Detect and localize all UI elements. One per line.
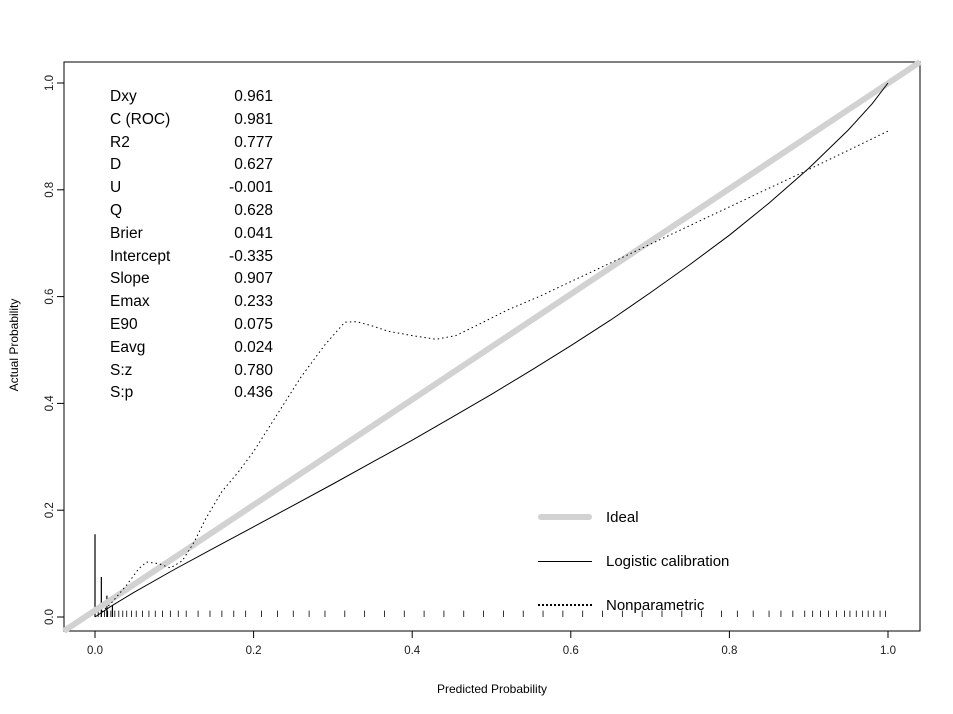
stat-value: -0.001 bbox=[229, 179, 273, 197]
stat-value: 0.961 bbox=[234, 88, 273, 105]
stat-name: Slope bbox=[110, 270, 150, 288]
y-tick-label: 0.4 bbox=[44, 395, 56, 412]
stat-value: 0.777 bbox=[234, 133, 273, 151]
stat-name: Brier bbox=[110, 224, 143, 242]
stat-row-brier: Brier 0.041 bbox=[110, 223, 273, 246]
logistic-calibration-line bbox=[94, 82, 889, 618]
stat-name: D bbox=[110, 156, 122, 174]
x-tick-label: 0.8 bbox=[721, 645, 737, 657]
stat-value: 0.436 bbox=[234, 384, 273, 402]
ideal-line bbox=[62, 59, 922, 634]
legend-line-sample bbox=[538, 514, 592, 520]
stat-name: Q bbox=[110, 201, 123, 219]
stat-value: 0.981 bbox=[234, 110, 273, 128]
legend-item-logistic-calibration: Logistic calibration bbox=[538, 539, 729, 583]
stat-value: 0.075 bbox=[234, 315, 273, 333]
stat-name: C (ROC) bbox=[110, 110, 171, 128]
statistics-panel: Dxy 0.961 C (ROC) 0.981 R2 0.777 D 0.627 U -0.001… bbox=[110, 86, 273, 405]
stat-row-emax: Emax 0.233 bbox=[110, 291, 273, 314]
legend: Ideal Logistic calibration Nonparametric bbox=[538, 495, 729, 627]
y-tick-label: 0.2 bbox=[44, 502, 56, 518]
stat-row-r2: R2 0.777 bbox=[110, 132, 273, 155]
y-axis-title: Actual Probability bbox=[7, 298, 21, 392]
stat-value: 0.233 bbox=[234, 293, 273, 311]
stat-name: S:z bbox=[110, 361, 133, 379]
stat-name: Emax bbox=[110, 293, 150, 311]
stat-name: U bbox=[110, 179, 122, 197]
stat-row-dxy: Dxy 0.961 bbox=[110, 86, 273, 109]
stat-name: Dxy bbox=[110, 88, 137, 105]
x-axis-title: Predicted Probability bbox=[436, 682, 548, 696]
stat-value: -0.335 bbox=[229, 247, 273, 265]
stat-row-u: U -0.001 bbox=[110, 177, 273, 200]
stat-name: S:p bbox=[110, 384, 134, 402]
x-tick-label: 0.4 bbox=[404, 645, 421, 657]
stat-row-s-p: S:p 0.436 bbox=[110, 382, 273, 405]
plot-border bbox=[63, 61, 921, 632]
stat-row-c-roc-: C (ROC) 0.981 bbox=[110, 109, 273, 132]
stat-row-e90: E90 0.075 bbox=[110, 314, 273, 337]
nonparametric-line bbox=[97, 130, 889, 616]
x-tick-label: 0.0 bbox=[87, 645, 103, 657]
stat-value: 0.628 bbox=[234, 201, 273, 219]
stat-value: 0.780 bbox=[234, 361, 273, 379]
stat-row-s-z: S:z 0.780 bbox=[110, 360, 273, 383]
x-tick-label: 0.2 bbox=[246, 645, 262, 657]
legend-label: Ideal bbox=[606, 508, 639, 526]
legend-label: Nonparametric bbox=[606, 596, 705, 614]
stat-value: 0.041 bbox=[234, 224, 273, 242]
legend-item-nonparametric: Nonparametric bbox=[538, 583, 729, 627]
stat-name: E90 bbox=[110, 315, 138, 333]
stat-row-d: D 0.627 bbox=[110, 154, 273, 177]
stat-row-slope: Slope 0.907 bbox=[110, 268, 273, 291]
legend-label: Logistic calibration bbox=[606, 552, 730, 570]
x-tick-label: 0.6 bbox=[563, 645, 579, 657]
x-tick-label: 1.0 bbox=[880, 645, 896, 657]
legend-item-ideal: Ideal bbox=[538, 495, 729, 539]
stat-name: Intercept bbox=[110, 247, 171, 265]
stat-row-q: Q 0.628 bbox=[110, 200, 273, 223]
stat-value: 0.627 bbox=[234, 156, 273, 174]
y-tick-label: 0.8 bbox=[44, 182, 56, 198]
stat-name: Eavg bbox=[110, 338, 146, 356]
stat-name: R2 bbox=[110, 133, 130, 151]
stat-row-intercept: Intercept -0.335 bbox=[110, 246, 273, 269]
legend-line-sample bbox=[538, 604, 592, 606]
y-tick-label: 0.0 bbox=[44, 609, 56, 625]
stat-value: 0.907 bbox=[234, 270, 273, 288]
legend-line-sample bbox=[538, 560, 592, 562]
stat-value: 0.024 bbox=[234, 338, 273, 356]
stat-row-eavg: Eavg 0.024 bbox=[110, 337, 273, 360]
y-tick-label: 1.0 bbox=[44, 75, 56, 91]
y-tick-label: 0.6 bbox=[44, 289, 56, 305]
